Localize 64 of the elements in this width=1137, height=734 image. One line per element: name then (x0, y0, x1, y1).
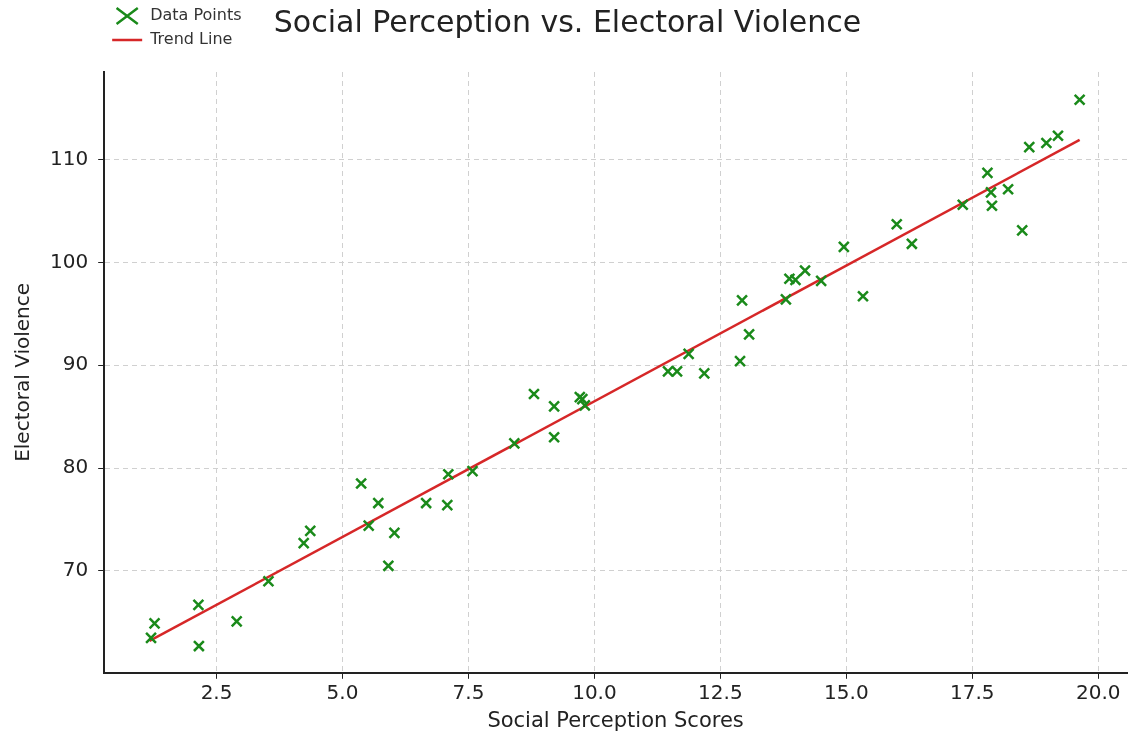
point (956, 198, 969, 211)
point (297, 536, 310, 550)
point (192, 639, 206, 653)
point (354, 477, 368, 490)
point (682, 347, 695, 361)
point (779, 293, 793, 306)
point (362, 519, 375, 532)
x-tick-label: 5.0 (326, 680, 359, 704)
point (798, 264, 812, 277)
y-tick-label: 90 (62, 351, 89, 376)
y-tick-label: 110 (49, 145, 89, 170)
point (1001, 183, 1015, 196)
point (547, 400, 561, 413)
point (192, 598, 205, 612)
y-tick-label: 70 (62, 557, 89, 582)
point (372, 496, 385, 510)
point (148, 617, 161, 630)
point (837, 240, 851, 254)
point (441, 498, 454, 512)
x-axis-title: Social Perception Scores (487, 707, 744, 732)
point (783, 272, 796, 285)
point (508, 437, 521, 450)
point (1040, 136, 1053, 150)
point (304, 524, 317, 538)
point (262, 575, 275, 588)
y-axis-title: Electoral Violence (10, 282, 35, 462)
point (527, 387, 541, 401)
legend-label: Trend Line (149, 29, 233, 49)
point (1023, 140, 1036, 154)
point (1051, 129, 1065, 142)
x-tick-label: 20.0 (1076, 680, 1121, 704)
x-tick-label: 7.5 (452, 680, 485, 704)
point (735, 294, 749, 307)
point (547, 431, 561, 444)
point (466, 464, 479, 478)
chart-title: Social Perception vs. Electoral Violence (273, 3, 862, 39)
x-tick-label: 12.5 (698, 680, 743, 704)
point (1073, 93, 1086, 106)
y-tick-label: 80 (62, 454, 89, 479)
point (856, 290, 870, 303)
point (419, 496, 433, 510)
x-tick-label: 17.5 (950, 680, 995, 704)
point (814, 274, 828, 288)
point (670, 365, 684, 378)
x-tick-label: 10.0 (572, 680, 617, 704)
point (388, 526, 401, 540)
y-tick-label: 100 (49, 248, 89, 273)
legend-label: Data Points (150, 5, 242, 25)
point (981, 166, 994, 180)
point (1016, 224, 1029, 237)
point (144, 631, 158, 645)
point (382, 559, 395, 573)
point (661, 365, 675, 378)
point (698, 367, 711, 380)
point (733, 354, 747, 368)
x-tick-label: 2.5 (200, 680, 233, 704)
point (890, 218, 903, 231)
point (905, 237, 919, 250)
x-tick-label: 15.0 (824, 680, 869, 704)
point (742, 328, 756, 341)
point (442, 468, 455, 481)
point (578, 399, 592, 412)
point (789, 273, 802, 287)
point (230, 615, 243, 628)
